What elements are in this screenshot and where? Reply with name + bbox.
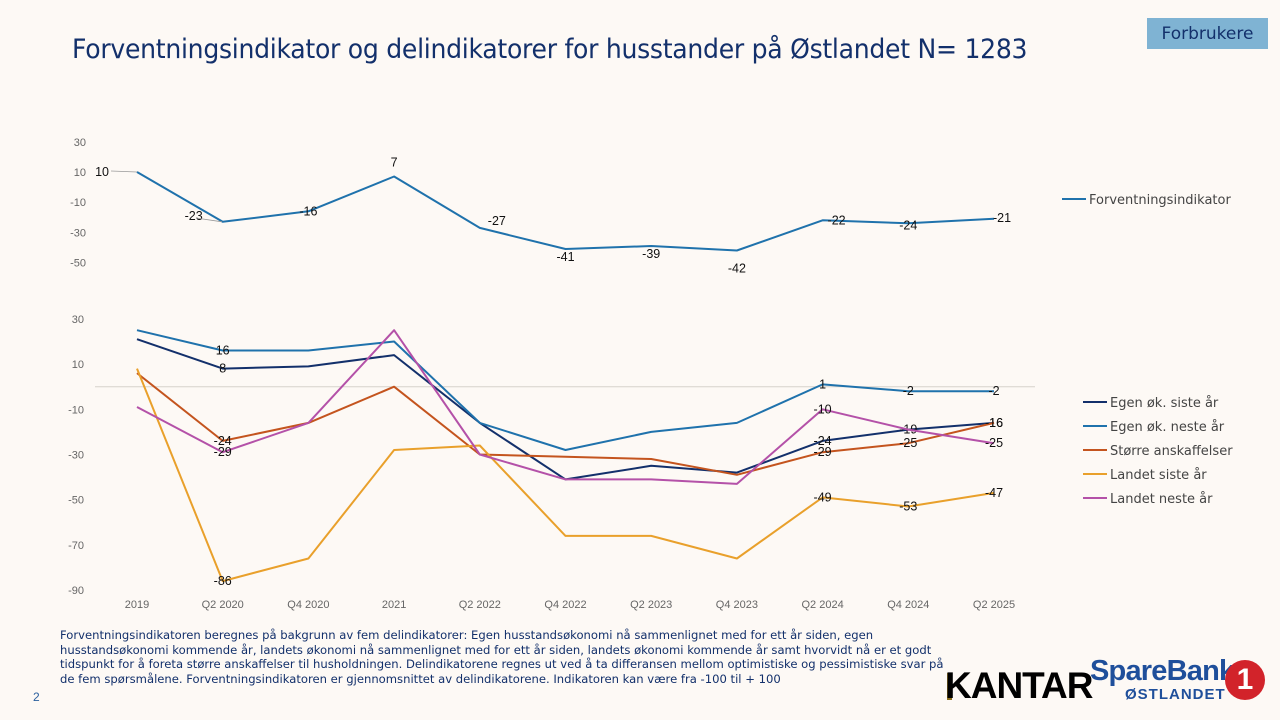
legend-label: Landet neste år xyxy=(1110,492,1213,507)
series-line-landet-neste-r xyxy=(136,329,995,485)
y-tick-label: -30 xyxy=(70,227,86,239)
x-tick-label: 2021 xyxy=(382,599,406,611)
page-title: Forventningsindikator og delindikatorer … xyxy=(72,34,1028,65)
x-tick-label: Q4 2022 xyxy=(544,599,586,611)
y-tick-label: 30 xyxy=(74,137,86,149)
legend-label: Større anskaffelser xyxy=(1110,444,1233,459)
data-label: 7 xyxy=(391,156,398,170)
data-label: -29 xyxy=(814,445,832,459)
x-tick-label: 2019 xyxy=(125,599,149,611)
data-label: -25 xyxy=(985,436,1003,450)
x-tick-label: Q2 2024 xyxy=(801,599,843,611)
data-label: -39 xyxy=(642,247,660,261)
data-label: 1 xyxy=(819,377,826,391)
footnote: Forventningsindikatoren beregnes på bakg… xyxy=(60,628,944,686)
y-tick-label: -10 xyxy=(68,404,84,416)
page-number: 2 xyxy=(33,690,40,704)
data-label: -25 xyxy=(899,436,917,450)
charts-canvas: 30 10 -10 -30 -50 10 -23 -16 7 -27 -41 -39 -42 -22 -24… xyxy=(68,137,1233,611)
data-label: -21 xyxy=(993,211,1011,225)
data-label: -24 xyxy=(899,218,917,232)
data-label: -16 xyxy=(299,204,317,218)
data-label: -86 xyxy=(214,574,232,588)
y-tick-label: 10 xyxy=(74,167,86,179)
y-tick-label: -70 xyxy=(68,540,84,552)
sparebank-logo-mark: 1 xyxy=(1225,660,1265,700)
data-label: -29 xyxy=(214,445,232,459)
series-line-landet-siste-r xyxy=(136,368,995,583)
x-tick-label: Q4 2024 xyxy=(887,599,929,611)
sparebank-logo-sub: ØSTLANDET xyxy=(1125,686,1226,703)
y-tick-label: -50 xyxy=(68,495,84,507)
series-line-forventningsindikator xyxy=(136,171,995,252)
category-badge: Forbrukere xyxy=(1147,18,1268,49)
sparebank-logo-name: SpareBank xyxy=(1090,655,1235,687)
data-label: 8 xyxy=(219,362,226,376)
series-line-egen-k-siste-r xyxy=(136,338,995,481)
x-tick-label: Q2 2020 xyxy=(202,599,244,611)
y-tick-label: -90 xyxy=(68,585,84,597)
data-label: -24 xyxy=(814,434,832,448)
data-label: -53 xyxy=(899,499,917,513)
legend-label: Egen øk. siste år xyxy=(1110,396,1219,411)
x-tick-label: Q2 2023 xyxy=(630,599,672,611)
x-tick-label: Q2 2022 xyxy=(459,599,501,611)
y-tick-label: 30 xyxy=(72,314,84,326)
kantar-logo: KANTAR xyxy=(945,665,1093,706)
y-tick-label: 10 xyxy=(72,359,84,371)
data-label: 10 xyxy=(95,165,109,179)
x-tick-label: Q4 2020 xyxy=(287,599,329,611)
data-label: -42 xyxy=(728,262,746,276)
data-label: -41 xyxy=(556,250,574,264)
legend-label: Egen øk. neste år xyxy=(1110,420,1225,435)
data-label: -47 xyxy=(985,486,1003,500)
data-label: -16 xyxy=(985,416,1003,430)
y-tick-label: -50 xyxy=(70,258,86,270)
y-tick-label: -10 xyxy=(70,197,86,209)
y-tick-label: -30 xyxy=(68,450,84,462)
legend-label: Forventningsindikator xyxy=(1089,193,1231,208)
x-tick-label: Q4 2023 xyxy=(716,599,758,611)
data-label: -49 xyxy=(814,490,832,504)
data-label: -22 xyxy=(828,213,846,227)
kantar-logo-accent xyxy=(947,673,952,700)
data-label: -10 xyxy=(814,402,832,416)
legend-label: Landet siste år xyxy=(1110,468,1207,483)
x-tick-label: Q2 2025 xyxy=(973,599,1015,611)
data-label: 16 xyxy=(216,344,230,358)
data-label: -2 xyxy=(903,384,914,398)
data-label: -23 xyxy=(185,209,203,223)
leader-line xyxy=(110,170,138,173)
data-label: -27 xyxy=(488,214,506,228)
data-label: -2 xyxy=(988,384,999,398)
data-label: -24 xyxy=(214,434,232,448)
leader-line xyxy=(195,217,223,223)
